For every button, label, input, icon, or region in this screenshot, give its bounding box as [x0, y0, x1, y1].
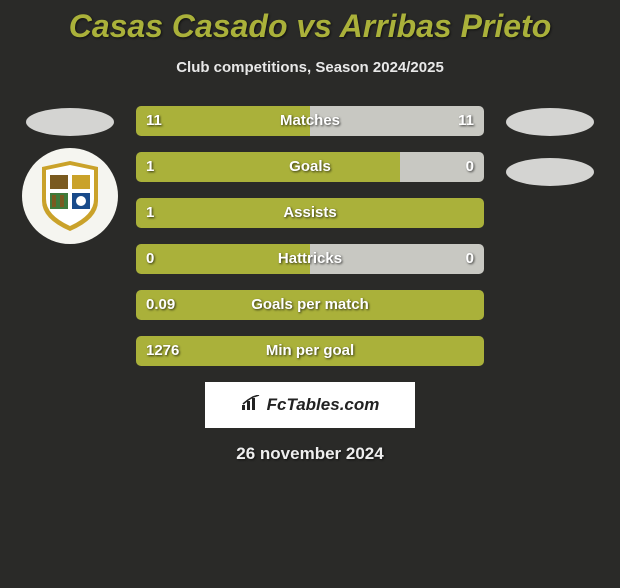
- stat-label: Min per goal: [136, 336, 484, 366]
- stat-label: Goals: [136, 152, 484, 182]
- stat-row: 00Hattricks: [136, 244, 484, 274]
- left-player-col: [18, 106, 122, 244]
- subtitle: Club competitions, Season 2024/2025: [0, 59, 620, 76]
- stat-row: 10Goals: [136, 152, 484, 182]
- shield-icon: [38, 161, 102, 231]
- comparison-area: 1111Matches 10Goals 1Assists 00Hattricks 0.0…: [0, 106, 620, 366]
- player-placeholder-oval: [506, 108, 594, 136]
- stat-row: 0.09Goals per match: [136, 290, 484, 320]
- stat-label: Hattricks: [136, 244, 484, 274]
- brand-label: FcTables.com: [267, 395, 380, 415]
- chart-icon: [241, 395, 261, 416]
- stat-label: Assists: [136, 198, 484, 228]
- brand-badge[interactable]: FcTables.com: [205, 382, 415, 428]
- right-player-col: [498, 106, 602, 186]
- club-placeholder-oval: [506, 158, 594, 186]
- stats-bars: 1111Matches 10Goals 1Assists 00Hattricks 0.0…: [136, 106, 484, 366]
- club-crest: [22, 148, 118, 244]
- stat-row: 1111Matches: [136, 106, 484, 136]
- date-label: 26 november 2024: [0, 444, 620, 464]
- page-title: Casas Casado vs Arribas Prieto: [0, 8, 620, 45]
- stat-label: Goals per match: [136, 290, 484, 320]
- stat-label: Matches: [136, 106, 484, 136]
- player-placeholder-oval: [26, 108, 114, 136]
- stat-row: 1276Min per goal: [136, 336, 484, 366]
- stat-row: 1Assists: [136, 198, 484, 228]
